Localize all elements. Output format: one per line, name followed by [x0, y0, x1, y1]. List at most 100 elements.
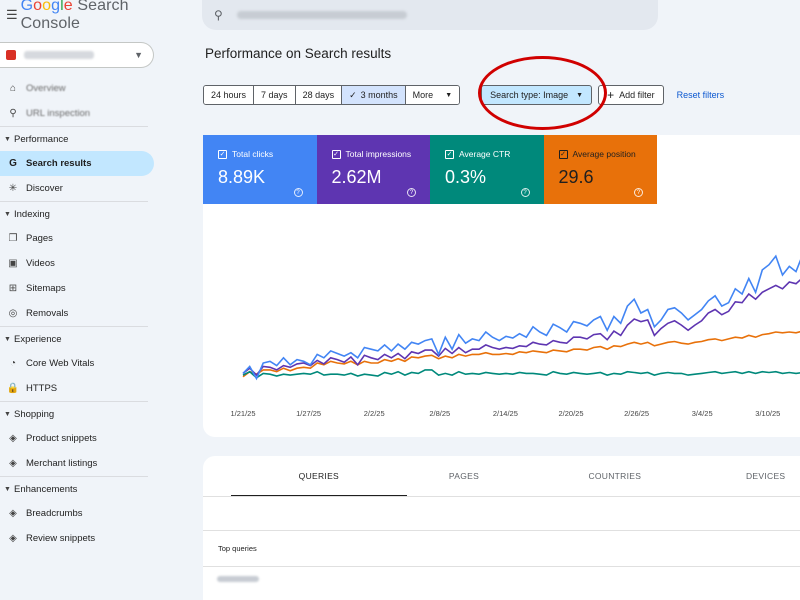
range-24-hours[interactable]: 24 hours [204, 86, 255, 104]
sidebar-item-https[interactable]: 🔒 HTTPS [0, 376, 154, 401]
section-label: Enhancements [14, 483, 78, 495]
metric-average-position[interactable]: ✓ Average position 29.6 ? [543, 135, 657, 204]
home-icon: ⌂ [9, 83, 17, 94]
section-label: Performance [14, 133, 69, 145]
series-line-total-impressions [242, 279, 800, 377]
x-tick-label: 1/21/25 [230, 409, 255, 418]
metric-total-clicks[interactable]: ✓ Total clicks 8.89K ? [203, 135, 317, 204]
logo-letter: l [60, 0, 64, 14]
sidebar-item-search-results[interactable]: G Search results [0, 151, 154, 176]
sidebar-item-label: Removals [26, 308, 69, 319]
help-icon[interactable]: ? [407, 188, 416, 197]
diamond-icon: ◈ [9, 433, 17, 444]
date-range-selector: 24 hours 7 days 28 days ✓ 3 months More ▼ [203, 85, 461, 105]
range-more-dropdown[interactable]: More ▼ [405, 86, 460, 104]
sidebar-section-experience[interactable]: ▼ Experience [0, 326, 148, 351]
help-icon[interactable]: ? [634, 188, 643, 197]
sidebar-item-label: Merchant listings [26, 458, 98, 469]
x-tick-label: 2/20/25 [558, 409, 583, 418]
gauge-icon: ◔ [9, 358, 17, 369]
logo-letter: o [42, 0, 52, 14]
sidebar-item-url-inspection[interactable]: ⚲ URL inspection [0, 101, 154, 126]
metric-value: 8.89K [218, 167, 266, 187]
metric-value: 2.62M [331, 167, 382, 187]
tab-queries[interactable]: QUERIES [231, 456, 407, 496]
range-3-months[interactable]: ✓ 3 months [342, 86, 406, 104]
sidebar-item-breadcrumbs[interactable]: ◈ Breadcrumbs [0, 501, 154, 526]
sidebar-item-label: Search results [26, 158, 92, 169]
divider [203, 566, 800, 567]
caret-down-icon: ▼ [4, 135, 11, 143]
sidebar-item-label: Breadcrumbs [26, 508, 83, 519]
menu-icon[interactable]: ☰ [6, 7, 18, 22]
sidebar-item-pages[interactable]: ❐ Pages [0, 226, 154, 251]
x-tick-label: 2/26/25 [624, 409, 649, 418]
caret-down-icon: ▼ [445, 91, 453, 99]
metric-average-ctr[interactable]: ✓ Average CTR 0.3% ? [430, 135, 544, 204]
sidebar-section-performance[interactable]: ▼ Performance [0, 126, 148, 151]
search-placeholder-redacted [236, 11, 407, 19]
sitemap-icon: ⊞ [8, 283, 18, 294]
help-icon[interactable]: ? [520, 188, 530, 197]
metric-label: Average CTR [459, 149, 511, 159]
reset-filters-link[interactable]: Reset filters [676, 90, 725, 100]
property-name-redacted [24, 51, 94, 59]
query-text-redacted[interactable] [217, 576, 259, 582]
sidebar-item-removals[interactable]: ◎ Removals [0, 301, 154, 326]
section-label: Experience [14, 333, 62, 345]
performance-line-chart[interactable]: 1/21/25 1/27/25 2/2/25 2/8/25 2/14/25 2/20/25… [203, 204, 800, 437]
sidebar-section-shopping[interactable]: ▼ Shopping [0, 401, 148, 426]
sidebar-section-indexing[interactable]: ▼ Indexing [0, 201, 148, 226]
sidebar-item-product-snippets[interactable]: ◈ Product snippets [0, 426, 154, 451]
check-icon: ✓ [349, 89, 357, 100]
x-tick-label: 1/27/25 [296, 409, 321, 418]
x-tick-label: 3/4/25 [692, 409, 713, 418]
video-icon: ▣ [8, 258, 18, 269]
sidebar-item-overview[interactable]: ⌂ Overview [0, 76, 154, 101]
top-queries-header[interactable]: Top queries [218, 544, 257, 553]
sidebar-nav: ⌂ Overview ⚲ URL inspection ▼ Performance G Sea… [0, 76, 160, 551]
range-label: 24 hours [211, 90, 247, 100]
page-title: Performance on Search results [205, 46, 392, 61]
add-filter-button[interactable]: + Add filter [598, 85, 664, 105]
sidebar-item-videos[interactable]: ▣ Videos [0, 251, 154, 276]
diamond-icon: ◈ [9, 533, 17, 544]
property-selector[interactable]: ▼ [0, 42, 154, 68]
logo-product-name: Search Console [20, 0, 129, 32]
sidebar-item-sitemaps[interactable]: ⊞ Sitemaps [0, 276, 154, 301]
caret-down-icon: ▼ [4, 485, 11, 493]
tab-countries[interactable]: COUNTRIES [588, 471, 642, 481]
sidebar-item-label: Product snippets [26, 433, 97, 444]
sidebar-item-discover[interactable]: ✳ Discover [0, 176, 154, 201]
sidebar-item-label: Pages [26, 233, 53, 244]
tab-pages[interactable]: PAGES [448, 471, 480, 481]
google-g-icon: G [9, 158, 17, 169]
sidebar-item-label: Discover [26, 183, 63, 194]
search-icon: ⚲ [214, 8, 223, 22]
tab-devices[interactable]: DEVICES [745, 471, 786, 481]
range-label: 7 days [261, 90, 288, 100]
caret-down-icon: ▼ [134, 50, 143, 60]
sidebar-item-merchant-listings[interactable]: ◈ Merchant listings [0, 451, 154, 476]
url-inspection-search[interactable]: ⚲ [202, 0, 658, 30]
app-header: ☰ Google Search Console [0, 0, 160, 33]
sidebar-item-label: Review snippets [26, 533, 96, 544]
range-7-days[interactable]: 7 days [254, 86, 296, 104]
sidebar-item-review-snippets[interactable]: ◈ Review snippets [0, 526, 154, 551]
range-28-days[interactable]: 28 days [295, 86, 343, 104]
sidebar-item-core-web-vitals[interactable]: ◔ Core Web Vitals [0, 351, 154, 376]
x-tick-label: 2/8/25 [429, 409, 450, 418]
checkbox-checked-icon: ✓ [218, 149, 227, 159]
sidebar-section-enhancements[interactable]: ▼ Enhancements [0, 476, 148, 501]
metric-total-impressions[interactable]: ✓ Total impressions 2.62M ? [316, 135, 430, 204]
asterisk-icon: ✳ [8, 183, 18, 194]
red-highlight-circle [478, 56, 607, 130]
diamond-icon: ◈ [9, 458, 17, 469]
caret-down-icon: ▼ [4, 335, 11, 343]
metric-label: Total clicks [232, 149, 274, 159]
app-logo[interactable]: Google Search Console [21, 0, 160, 33]
help-icon[interactable]: ? [293, 188, 303, 197]
pages-icon: ❐ [8, 233, 18, 244]
checkbox-checked-icon: ✓ [445, 149, 454, 159]
diamond-icon: ◈ [9, 508, 17, 519]
